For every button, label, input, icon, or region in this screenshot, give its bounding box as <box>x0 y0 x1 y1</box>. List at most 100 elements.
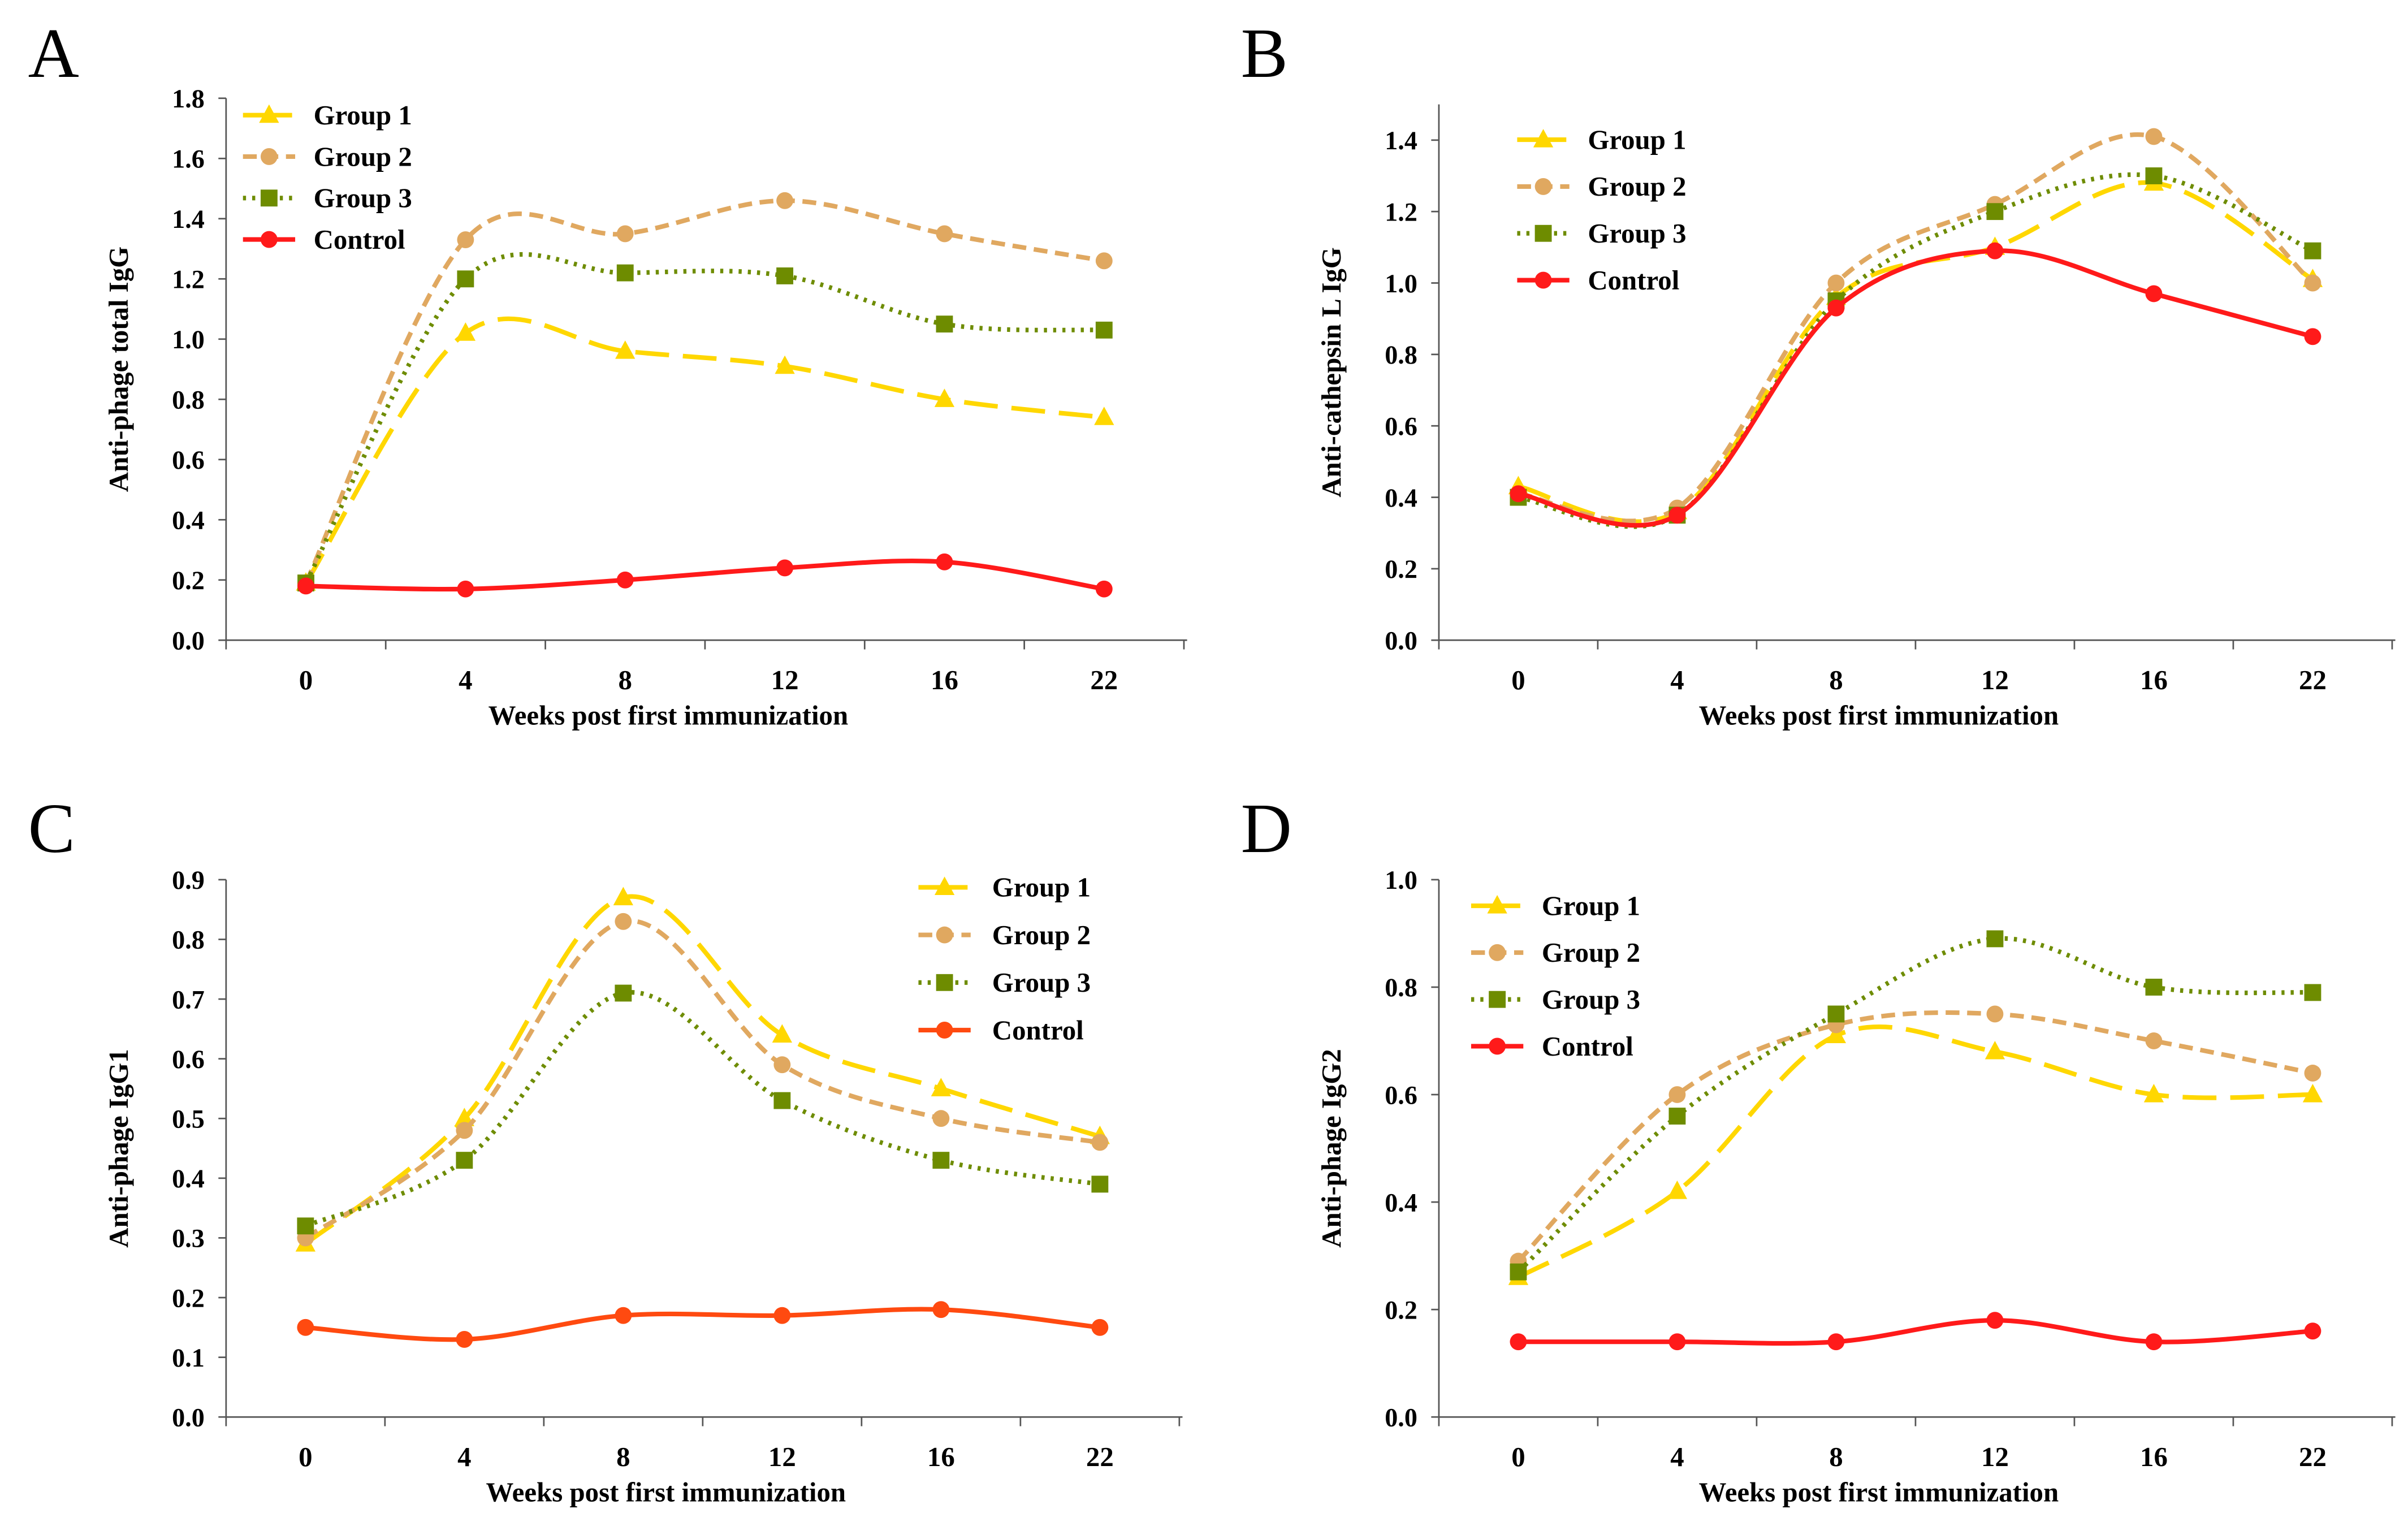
legend-marker <box>1533 129 1554 148</box>
data-point <box>615 1307 632 1324</box>
x-tick-label: 0 <box>299 1441 312 1472</box>
x-tick-label: 22 <box>2299 1441 2327 1472</box>
series-group-1 <box>295 887 1110 1252</box>
data-point <box>776 559 794 577</box>
y-axis-label: Anti-phage IgG1 <box>103 1049 134 1248</box>
y-tick-label: 0.4 <box>1385 1188 1417 1217</box>
data-point <box>1095 252 1113 270</box>
legend-entry: Group 2 <box>1517 171 1687 202</box>
data-point <box>2304 984 2321 1001</box>
data-point <box>775 355 795 374</box>
x-tick-label: 0 <box>1511 1441 1525 1472</box>
legend-marker <box>260 189 278 207</box>
legend-entry: Group 2 <box>918 919 1091 950</box>
series-group-3 <box>1510 930 2321 1281</box>
legend-marker <box>936 1022 953 1039</box>
series-line <box>1516 1010 2314 1263</box>
data-point <box>1986 1312 2004 1329</box>
x-tick-label: 12 <box>1981 1441 2009 1472</box>
chart-panel-b: B 0.0 0.2 0.4 0.6 0.8 1.0 1.2 1.4 0 4 8 12 16 22 Weeks … <box>1241 15 2396 731</box>
chart-panel-c: C 0.0 0.1 0.2 0.3 0.4 0.5 0.6 0.7 0.8 0.9 0 4 8 12 16 22… <box>28 790 1183 1508</box>
data-point <box>931 1078 952 1097</box>
chart-panel-d: D 0.0 0.2 0.4 0.6 0.8 1.0 0 4 8 12 16 22 Weeks post f… <box>1241 790 2396 1508</box>
y-tick-label: 1.2 <box>1385 197 1417 226</box>
data-point <box>934 388 955 407</box>
data-point <box>2145 978 2163 996</box>
legend-label: Group 1 <box>1588 124 1686 155</box>
y-tick-label: 0.6 <box>1385 1080 1417 1109</box>
data-point <box>1091 1134 1109 1151</box>
legend-marker <box>1487 895 1507 914</box>
legend-entry: Group 1 <box>1517 124 1687 155</box>
data-point <box>1668 1086 1686 1103</box>
data-point <box>1827 274 1845 292</box>
legend-entry: Group 2 <box>1471 937 1640 968</box>
data-point <box>1668 1333 1686 1351</box>
data-point <box>297 1319 314 1336</box>
data-point <box>456 1152 473 1169</box>
legend-label: Group 3 <box>1542 984 1640 1015</box>
y-tick-label: 0.2 <box>172 1283 205 1312</box>
data-point <box>1826 1024 1847 1044</box>
legend-entry: Group 1 <box>1471 890 1640 921</box>
x-tick-label: 16 <box>2140 664 2168 695</box>
data-point <box>613 887 634 906</box>
series-control <box>297 1301 1109 1348</box>
legend-marker <box>1534 178 1552 195</box>
data-point <box>1986 930 2004 948</box>
data-point <box>773 1056 791 1074</box>
data-point <box>1827 1005 1845 1023</box>
y-tick-label: 0.0 <box>1385 1403 1417 1432</box>
x-tick-label: 22 <box>2299 664 2327 695</box>
data-point <box>615 913 632 930</box>
legend-marker <box>1534 271 1552 289</box>
x-tick-label: 12 <box>1981 664 2009 695</box>
series-line <box>305 558 1105 592</box>
legend-entry: Group 3 <box>918 967 1091 998</box>
legend-label: Group 3 <box>992 967 1091 998</box>
y-tick-label: 0.8 <box>1385 973 1417 1002</box>
legend-marker <box>936 926 953 944</box>
panel-label: C <box>28 790 75 868</box>
legend-label: Group 2 <box>992 919 1091 950</box>
series-line <box>304 316 1105 585</box>
data-point <box>776 192 794 209</box>
legend-marker <box>1489 944 1506 961</box>
series-group-2 <box>297 192 1113 592</box>
data-point <box>456 1122 473 1139</box>
legend-entry: Control <box>918 1014 1084 1045</box>
series-group-2 <box>297 913 1109 1247</box>
series-control <box>1510 242 2321 528</box>
legend-entry: Control <box>1471 1031 1633 1062</box>
series-group-3 <box>297 984 1109 1235</box>
panel-label: B <box>1241 15 1288 93</box>
data-point <box>932 1301 950 1319</box>
x-tick-label: 22 <box>1090 664 1118 695</box>
data-point <box>457 270 474 288</box>
series-line <box>305 1307 1100 1342</box>
series-line <box>304 990 1100 1229</box>
y-tick-label: 0.4 <box>1385 483 1417 512</box>
y-axis-label: Anti-phage IgG2 <box>1316 1049 1347 1248</box>
x-tick-label: 22 <box>1086 1441 1114 1472</box>
legend-marker <box>1534 224 1552 242</box>
data-point <box>1094 407 1114 425</box>
y-axis-label: Anti-cathepsin L IgG <box>1316 247 1347 498</box>
chart-panel-a: A 0.0 0.2 0.4 0.6 0.8 1.0 1.2 1.4 1.6 1.8 0 4 8 12 16 22… <box>28 15 1187 731</box>
y-tick-label: 0.0 <box>1385 626 1417 655</box>
x-tick-label: 4 <box>1670 664 1684 695</box>
y-tick-label: 1.4 <box>1385 126 1417 155</box>
series-group-3 <box>297 252 1113 592</box>
y-tick-label: 0.0 <box>172 626 205 655</box>
data-point <box>773 1307 791 1324</box>
legend-entry: Group 3 <box>1471 984 1640 1015</box>
legend-marker <box>260 231 278 248</box>
data-point <box>2304 328 2321 345</box>
y-tick-label: 0.7 <box>172 985 205 1014</box>
x-tick-label: 16 <box>931 664 958 695</box>
x-axis-label: Weeks post first immunization <box>488 700 849 731</box>
legend-entry: Group 3 <box>1517 218 1687 249</box>
data-point <box>615 984 632 1002</box>
legend-entry: Group 3 <box>243 183 412 214</box>
